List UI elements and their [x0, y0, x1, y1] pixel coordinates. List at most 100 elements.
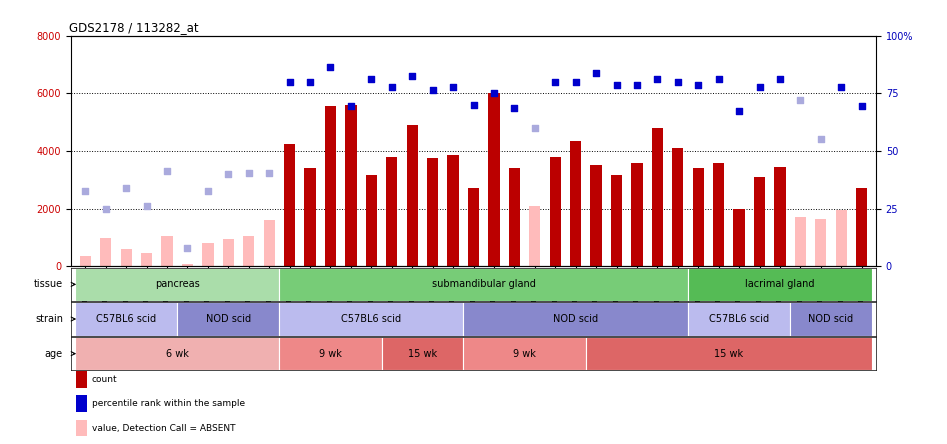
Bar — [509, 168, 520, 266]
Point — [670, 78, 686, 85]
Bar — [775, 167, 786, 266]
Bar — [713, 163, 724, 266]
Point — [854, 103, 869, 110]
Bar — [586, 337, 872, 370]
Point — [241, 169, 257, 176]
Bar — [468, 189, 479, 266]
Bar — [692, 168, 704, 266]
Bar — [75, 337, 279, 370]
Text: NOD scid: NOD scid — [205, 314, 251, 324]
Bar — [304, 168, 315, 266]
Bar — [141, 254, 152, 266]
Point — [180, 244, 195, 251]
Point — [813, 136, 829, 143]
Bar — [688, 302, 790, 336]
Bar — [406, 125, 418, 266]
Point — [711, 75, 726, 83]
Point — [752, 84, 767, 91]
Text: C57BL6 scid: C57BL6 scid — [341, 314, 402, 324]
Point — [118, 185, 134, 192]
Bar — [382, 337, 463, 370]
Point — [547, 78, 563, 85]
Text: 6 wk: 6 wk — [166, 349, 188, 359]
Bar — [203, 243, 213, 266]
Point — [139, 202, 154, 210]
Bar — [815, 219, 827, 266]
Bar — [161, 236, 172, 266]
Bar — [279, 337, 382, 370]
Bar — [611, 175, 622, 266]
Bar — [223, 239, 234, 266]
Text: pancreas: pancreas — [155, 279, 200, 289]
Text: tissue: tissue — [34, 279, 63, 289]
Bar — [790, 302, 872, 336]
Text: GDS2178 / 113282_at: GDS2178 / 113282_at — [68, 21, 198, 34]
Bar — [346, 105, 356, 266]
Text: 15 wk: 15 wk — [408, 349, 437, 359]
Point — [384, 84, 400, 91]
Point — [344, 103, 359, 110]
Text: NOD scid: NOD scid — [553, 314, 599, 324]
Bar — [570, 141, 581, 266]
Bar — [652, 128, 663, 266]
Bar — [463, 337, 586, 370]
Point — [568, 78, 583, 85]
Text: strain: strain — [35, 314, 63, 324]
Point — [731, 107, 746, 114]
Point — [487, 90, 502, 97]
Point — [773, 75, 788, 83]
Text: percentile rank within the sample: percentile rank within the sample — [92, 399, 245, 408]
Bar — [243, 236, 255, 266]
Bar — [529, 206, 541, 266]
Bar — [120, 249, 132, 266]
Bar — [427, 158, 438, 266]
Bar — [463, 302, 688, 336]
Bar — [284, 144, 295, 266]
Bar — [489, 93, 500, 266]
Text: submandibular gland: submandibular gland — [432, 279, 536, 289]
Text: C57BL6 scid: C57BL6 scid — [709, 314, 769, 324]
Point — [302, 78, 317, 85]
Bar — [447, 155, 458, 266]
Text: count: count — [92, 375, 117, 384]
Point — [527, 124, 543, 131]
Bar — [734, 209, 744, 266]
Bar — [549, 157, 561, 266]
Bar — [75, 268, 279, 301]
Point — [323, 64, 338, 71]
Point — [609, 81, 624, 88]
Text: value, Detection Call = ABSENT: value, Detection Call = ABSENT — [92, 424, 236, 432]
Bar — [177, 302, 279, 336]
Bar — [325, 106, 336, 266]
Text: C57BL6 scid: C57BL6 scid — [97, 314, 156, 324]
Point — [159, 168, 174, 175]
Bar — [835, 210, 847, 266]
Text: 9 wk: 9 wk — [319, 349, 342, 359]
Point — [445, 84, 460, 91]
Point — [425, 87, 440, 94]
Point — [364, 75, 379, 83]
Point — [404, 72, 420, 79]
Bar — [632, 163, 643, 266]
Bar — [386, 157, 398, 266]
Bar — [80, 256, 91, 266]
Point — [507, 104, 522, 111]
Point — [833, 84, 849, 91]
Bar — [279, 268, 688, 301]
Point — [221, 170, 236, 178]
Text: 9 wk: 9 wk — [513, 349, 536, 359]
Text: age: age — [45, 349, 63, 359]
Point — [466, 101, 481, 108]
Bar — [672, 148, 684, 266]
Point — [282, 78, 297, 85]
Text: lacrimal gland: lacrimal gland — [745, 279, 814, 289]
Point — [201, 188, 216, 195]
Point — [588, 70, 603, 77]
Bar — [366, 175, 377, 266]
Point — [650, 75, 665, 83]
Bar — [75, 302, 177, 336]
Point — [78, 188, 93, 195]
Bar — [100, 238, 112, 266]
Bar — [754, 177, 765, 266]
Bar — [182, 264, 193, 266]
